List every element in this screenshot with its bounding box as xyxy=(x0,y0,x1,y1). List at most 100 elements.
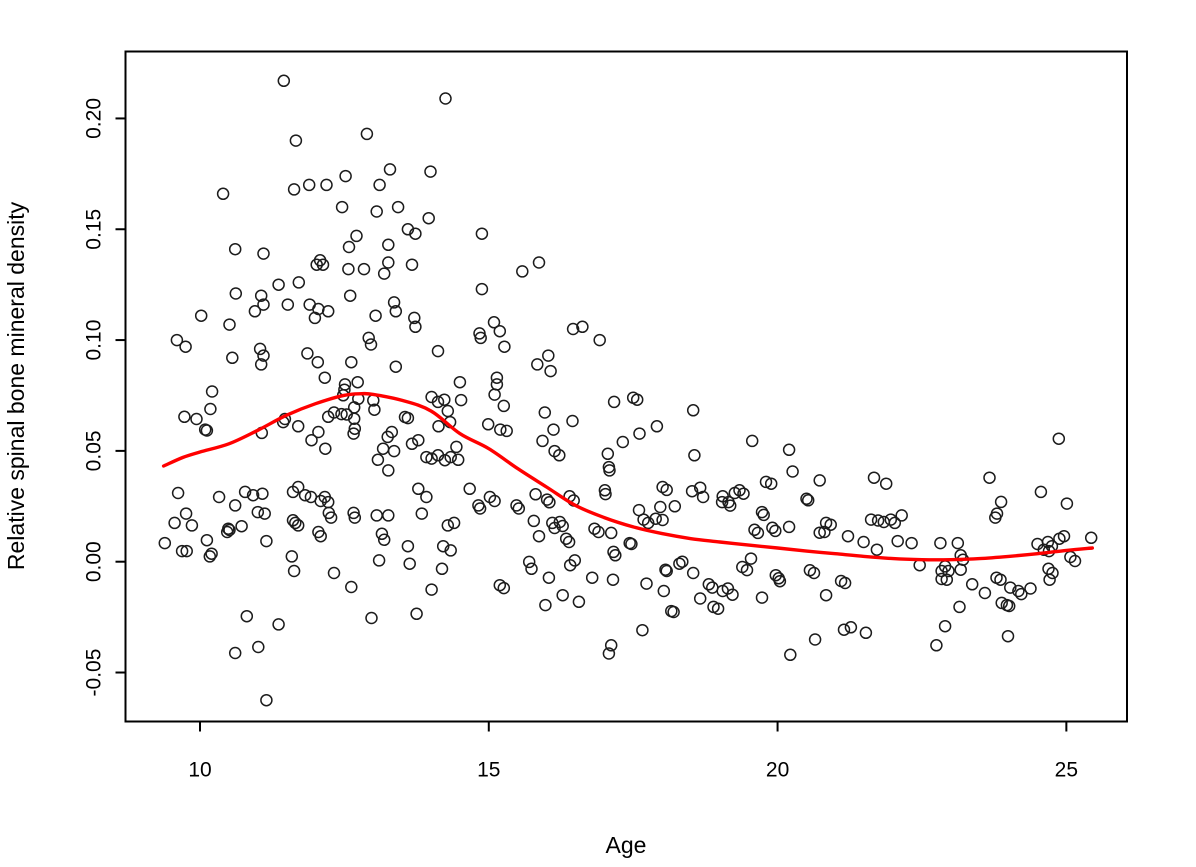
data-point xyxy=(512,502,526,515)
data-point xyxy=(327,406,341,419)
data-point xyxy=(377,533,391,547)
data-point xyxy=(536,434,549,448)
data-point xyxy=(529,488,542,501)
data-point xyxy=(387,444,401,458)
data-point xyxy=(435,562,449,576)
data-point xyxy=(320,178,333,192)
data-point xyxy=(867,471,881,484)
data-point xyxy=(660,483,673,497)
data-point xyxy=(542,571,556,584)
x-tick-label: 10 xyxy=(188,759,211,782)
data-point xyxy=(715,495,729,509)
data-point xyxy=(178,410,191,424)
data-point xyxy=(228,242,242,256)
data-point xyxy=(258,507,271,520)
data-point xyxy=(252,640,265,654)
data-point xyxy=(302,178,316,192)
data-point xyxy=(383,163,397,176)
data-point xyxy=(978,586,992,600)
data-point xyxy=(824,518,837,531)
data-point xyxy=(757,508,770,522)
data-point xyxy=(686,566,700,580)
x-axis-title: Age xyxy=(606,832,647,858)
data-point xyxy=(200,424,214,437)
data-point xyxy=(566,414,579,428)
data-point xyxy=(572,595,586,609)
data-point xyxy=(412,433,425,447)
data-point xyxy=(351,375,364,389)
data-point xyxy=(660,564,673,578)
data-point xyxy=(438,453,452,467)
data-point xyxy=(566,322,580,336)
data-point xyxy=(431,395,445,409)
data-point xyxy=(229,287,243,300)
data-point xyxy=(576,320,589,334)
data-point xyxy=(327,566,341,580)
data-point xyxy=(641,516,655,530)
data-point xyxy=(857,535,870,549)
data-point xyxy=(389,305,403,318)
data-point xyxy=(314,529,327,543)
data-point xyxy=(1068,554,1082,568)
data-point xyxy=(298,488,312,502)
y-tick-label: -0.05 xyxy=(83,649,106,697)
data-point xyxy=(871,514,885,527)
data-point xyxy=(347,506,360,520)
data-point xyxy=(412,482,425,496)
data-point xyxy=(377,267,391,280)
data-point xyxy=(940,573,954,586)
data-point xyxy=(257,247,270,260)
data-point xyxy=(238,485,252,499)
data-point xyxy=(401,411,415,425)
data-point xyxy=(382,238,395,252)
data-point xyxy=(316,258,330,271)
data-point xyxy=(223,318,236,331)
data-point xyxy=(965,578,979,591)
data-point xyxy=(291,420,305,433)
data-point xyxy=(488,494,501,508)
data-point xyxy=(475,227,489,240)
data-point xyxy=(954,563,967,576)
data-point xyxy=(438,393,451,406)
data-point xyxy=(888,516,902,530)
data-point xyxy=(1002,599,1016,613)
data-point xyxy=(813,526,826,539)
data-point xyxy=(220,525,234,539)
data-point xyxy=(764,477,778,490)
data-point xyxy=(228,499,242,512)
y-tick-label: 0.05 xyxy=(83,430,106,471)
data-point xyxy=(934,536,947,550)
data-point xyxy=(542,349,555,362)
data-point xyxy=(859,626,873,640)
data-point xyxy=(667,605,680,619)
data-point xyxy=(895,509,908,522)
data-point xyxy=(1046,566,1059,580)
data-point xyxy=(659,563,672,576)
data-point xyxy=(190,412,203,426)
data-point xyxy=(813,474,826,487)
data-point xyxy=(1060,497,1074,510)
data-point xyxy=(324,511,338,524)
data-point xyxy=(246,488,260,502)
data-point xyxy=(649,512,662,525)
data-point xyxy=(212,490,226,504)
data-point xyxy=(1031,537,1044,551)
data-point xyxy=(314,494,327,508)
data-point xyxy=(497,581,511,595)
data-point xyxy=(348,422,362,435)
data-point xyxy=(444,450,457,464)
data-point xyxy=(556,588,569,602)
data-point xyxy=(527,514,541,528)
data-point xyxy=(347,427,360,440)
data-point xyxy=(540,493,554,506)
data-point xyxy=(800,492,813,506)
data-point xyxy=(673,557,686,570)
data-point xyxy=(879,477,893,490)
data-point xyxy=(522,555,536,569)
data-point xyxy=(420,450,433,464)
data-point xyxy=(632,503,646,517)
data-point xyxy=(755,591,769,604)
data-point xyxy=(748,523,761,537)
data-point xyxy=(291,519,305,532)
